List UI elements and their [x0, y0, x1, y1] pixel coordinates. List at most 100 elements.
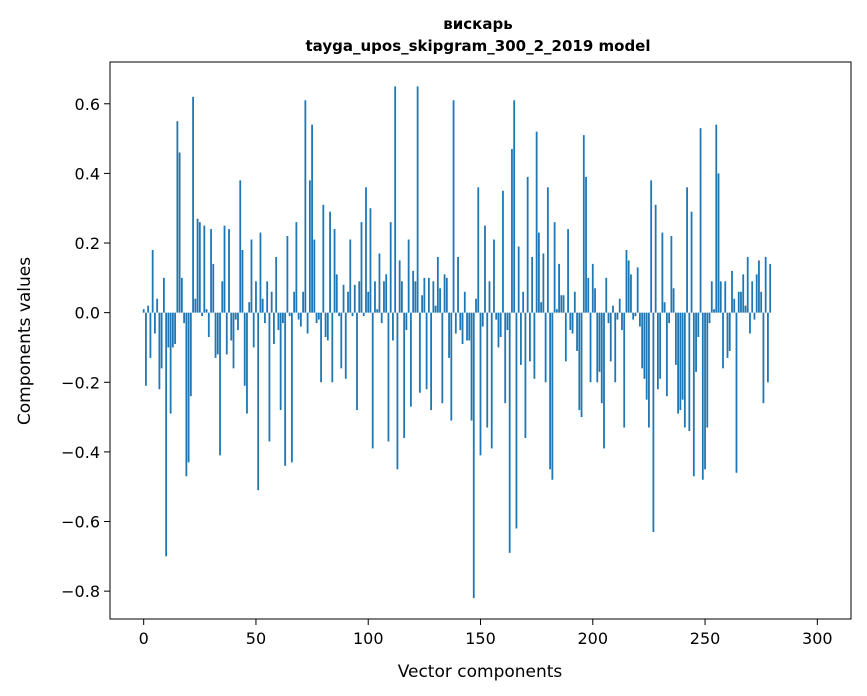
bar	[259, 232, 262, 313]
bar	[767, 312, 769, 383]
bar	[246, 312, 248, 414]
bar	[178, 152, 181, 313]
bar	[205, 309, 208, 313]
chart-title-line-2: tayga_upos_skipgram_300_2_2019 model	[306, 37, 651, 55]
bar	[472, 312, 475, 599]
bar	[356, 312, 358, 411]
bar	[405, 312, 408, 331]
bar	[171, 312, 174, 348]
bar	[746, 256, 749, 313]
bar	[353, 284, 356, 313]
bar	[407, 239, 410, 313]
bar	[448, 312, 450, 358]
bar	[383, 281, 385, 313]
bar	[701, 312, 704, 480]
bar	[295, 222, 298, 313]
y-tick-label: 0.2	[75, 234, 100, 253]
bar	[553, 222, 556, 313]
bar	[511, 149, 513, 313]
bar	[185, 312, 188, 477]
bar	[322, 204, 325, 313]
bar	[612, 305, 614, 313]
bar	[432, 281, 435, 313]
bar	[270, 291, 273, 313]
bar-series	[142, 86, 772, 599]
bar	[742, 274, 745, 313]
bar	[196, 218, 199, 313]
bar	[618, 298, 621, 313]
bar	[414, 281, 417, 313]
bar	[165, 312, 168, 557]
bar	[311, 124, 313, 313]
x-tick-label: 150	[465, 629, 496, 648]
bar	[529, 312, 531, 362]
y-axis-ticks: −0.8 −0.6 −0.4 −0.2 0.0 0.2 0.4 0.6	[61, 95, 110, 601]
bar	[477, 187, 480, 313]
bar	[749, 312, 751, 334]
bar	[710, 281, 713, 313]
bar	[147, 305, 150, 313]
bar	[665, 312, 668, 397]
bar	[508, 312, 511, 553]
bar	[636, 267, 639, 313]
bar	[223, 225, 226, 313]
bar	[490, 312, 493, 449]
bar	[668, 312, 671, 324]
bar	[378, 253, 381, 313]
bar	[214, 312, 217, 358]
bar	[349, 239, 352, 313]
bar	[434, 305, 437, 313]
bar	[273, 312, 275, 344]
x-tick-label: 50	[246, 629, 266, 648]
bar	[306, 312, 309, 334]
bar	[493, 239, 495, 313]
bar	[313, 239, 316, 313]
bar	[533, 312, 536, 379]
plot-frame	[109, 61, 852, 620]
bar	[616, 312, 619, 320]
bar	[376, 309, 379, 313]
bar	[463, 291, 466, 313]
bar	[167, 312, 170, 348]
bar	[389, 222, 392, 313]
bar	[580, 312, 583, 418]
bar	[704, 312, 706, 470]
bar	[441, 312, 444, 404]
bar	[344, 312, 347, 379]
bar	[486, 312, 489, 428]
bar	[351, 312, 354, 317]
bar	[187, 312, 190, 463]
bar	[724, 281, 727, 313]
bar	[360, 222, 363, 313]
bar	[549, 312, 552, 470]
bar	[634, 312, 637, 317]
bar	[708, 312, 711, 324]
bar	[706, 312, 709, 428]
bar	[466, 312, 468, 341]
bar	[180, 277, 183, 313]
bar	[192, 96, 194, 313]
bar	[499, 312, 502, 338]
bar	[445, 277, 448, 313]
bar	[605, 277, 608, 313]
bar	[753, 312, 756, 320]
bar	[288, 312, 291, 317]
bar	[484, 225, 486, 313]
bar	[207, 312, 210, 338]
bar	[212, 263, 215, 313]
bar	[198, 222, 201, 313]
y-tick-label: −0.6	[61, 513, 100, 532]
bar	[304, 100, 307, 313]
bar	[560, 295, 563, 313]
bar	[342, 284, 345, 313]
bar	[544, 312, 547, 383]
bar	[302, 291, 305, 313]
bar	[380, 312, 383, 324]
bar	[609, 312, 612, 362]
bar	[297, 312, 300, 320]
bar	[421, 295, 424, 313]
bar	[564, 312, 567, 362]
bar	[751, 281, 754, 313]
bar	[324, 312, 327, 338]
